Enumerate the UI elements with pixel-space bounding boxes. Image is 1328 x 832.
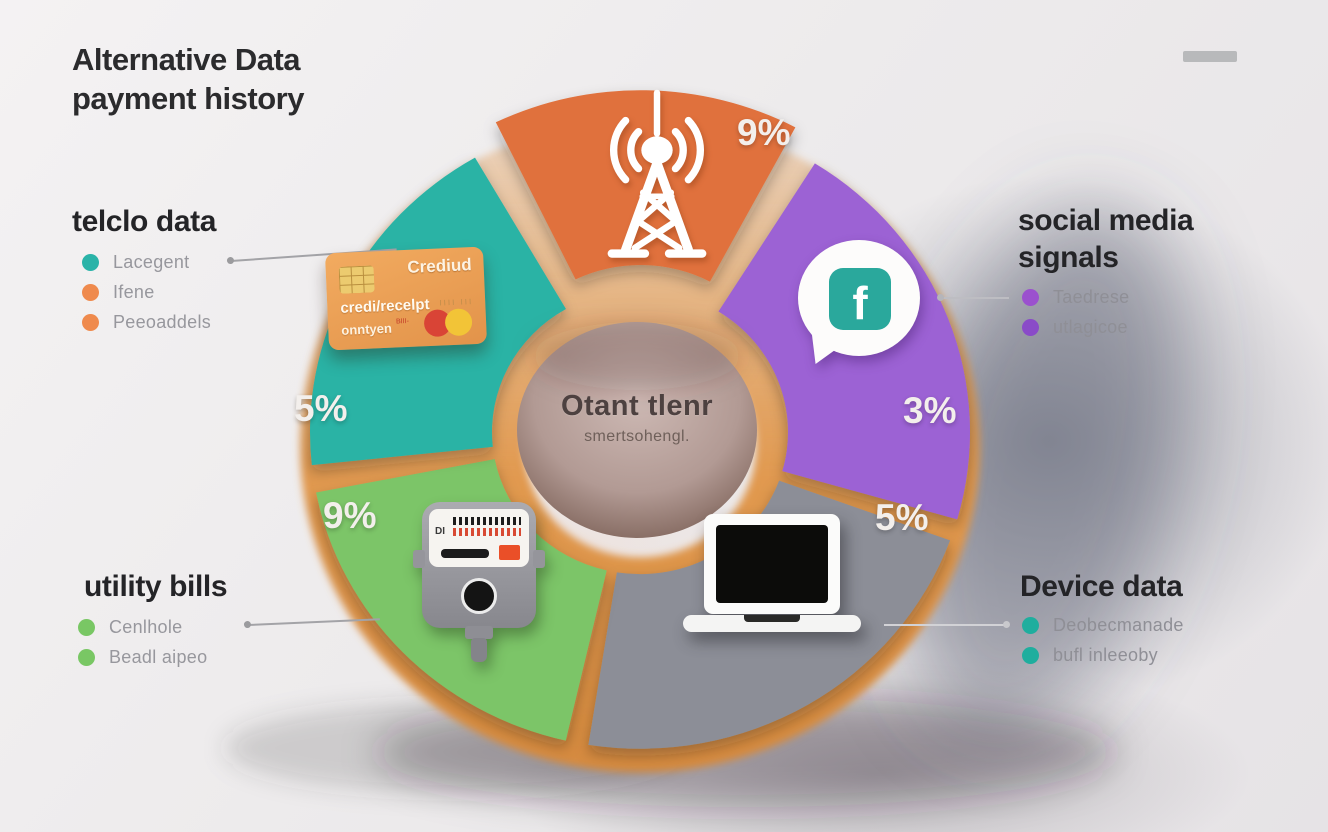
legend-label: bufl inleeoby	[1053, 645, 1158, 665]
legend-dot-purple	[1022, 319, 1039, 336]
legend-social: Taedrese utlagicoe	[1022, 287, 1130, 337]
facebook-icon: f	[798, 240, 924, 371]
heading-social-line2: signals	[1018, 241, 1119, 274]
connector-utility	[243, 618, 380, 629]
laptop-notch	[744, 615, 800, 622]
legend-label: Cenlhole	[109, 617, 183, 637]
legend-dot-green	[78, 619, 95, 636]
legend-item: Beadl aipeo	[78, 647, 208, 667]
legend-dot-teal	[82, 254, 99, 271]
legend-label: Deobecmanade	[1053, 615, 1184, 635]
legend-item: Taedrese	[1022, 287, 1130, 307]
legend-label: Lacegent	[113, 252, 190, 272]
legend-device: Deobecmanade bufl inleeoby	[1022, 615, 1184, 665]
legend-item: bufl inleeoby	[1022, 645, 1184, 665]
heading-telco-data: telclo data	[72, 205, 216, 238]
meter-display-label: DI	[435, 526, 445, 537]
legend-item: utlagicoe	[1022, 317, 1129, 337]
meter-nozzle	[465, 626, 493, 639]
legend-utility: Cenlhole Beadl aipeo	[78, 617, 208, 667]
legend-label: Taedrese	[1053, 287, 1130, 307]
segment-value-green: 9%	[323, 495, 377, 536]
meter-tab-right	[533, 550, 545, 568]
legend-label: Ifene	[113, 282, 155, 302]
laptop-icon	[683, 514, 861, 636]
donut-center-label: Otant tlenr smertsohengl.	[517, 390, 757, 446]
segment-value-teal: 5%	[294, 388, 348, 429]
legend-telco: Lacegent Ifene Peeoaddels	[82, 252, 212, 332]
meter-ticks-black	[453, 517, 521, 525]
card-brand: Crediud	[406, 255, 472, 277]
meter-black-bar	[441, 549, 489, 558]
laptop-display	[716, 525, 828, 603]
meter-display: DI	[429, 509, 529, 567]
heading-device-data: Device data	[1020, 570, 1183, 603]
card-chip	[338, 265, 375, 294]
mastercard-yellow-circle	[444, 308, 473, 337]
card-number: IIII III	[439, 297, 474, 308]
radio-tower-icon	[607, 89, 707, 258]
legend-item: Deobecmanade	[1022, 615, 1184, 635]
center-subtitle: smertsohengl.	[584, 428, 690, 445]
facebook-logo: f	[829, 268, 891, 330]
meter-tab-left	[413, 550, 425, 568]
card-line2: onntyen	[341, 320, 393, 338]
meter-dial	[461, 578, 497, 614]
window-dash	[1183, 51, 1237, 62]
credit-card-icon: Crediud credi/recelpt onntyen IIII III B…	[324, 246, 488, 351]
mastercard-icon	[423, 308, 473, 338]
facebook-f-glyph: f	[852, 277, 868, 329]
page-title-line2: payment history	[72, 81, 304, 116]
legend-item: Cenlhole	[78, 617, 207, 637]
connector-dot	[243, 620, 252, 629]
legend-dot-teal	[1022, 617, 1039, 634]
legend-item: Peeoaddels	[82, 312, 212, 332]
legend-dot-teal	[1022, 647, 1039, 664]
meter-body: DI	[413, 502, 545, 628]
heading-social-media-signals: social media signals	[1018, 202, 1194, 276]
connector-device	[884, 621, 1010, 628]
legend-dot-orange	[82, 284, 99, 301]
page-title-line1: Alternative Data	[72, 42, 301, 77]
laptop-screen	[704, 514, 840, 614]
legend-dot-green	[78, 649, 95, 666]
meter-pipe	[471, 638, 487, 662]
segment-laptop	[588, 480, 951, 749]
legend-dot-orange	[82, 314, 99, 331]
legend-label: utlagicoe	[1053, 317, 1128, 337]
right-wall-shadow	[902, 206, 1188, 734]
connector-dot	[226, 256, 235, 265]
card-line1: credi/recelpt	[339, 295, 430, 317]
legend-label: Peeoaddels	[113, 312, 212, 332]
hole-inner-shadow	[533, 322, 741, 390]
legend-label: Beadl aipeo	[109, 647, 208, 667]
meter-red-square	[499, 545, 520, 560]
heading-social-line1: social media	[1018, 204, 1194, 237]
laptop-base	[683, 615, 861, 632]
meter-ticks-red	[453, 528, 521, 536]
page-title: Alternative Data payment history	[72, 40, 304, 118]
card-fineprint: BIII-	[395, 317, 409, 326]
legend-item: Ifene	[82, 282, 211, 302]
segment-value-purple: 3%	[903, 390, 957, 431]
connector-dot	[1003, 621, 1010, 628]
heading-utility-bills: utility bills	[84, 570, 228, 603]
segment-value-gray: 5%	[875, 497, 929, 538]
connector-dot	[937, 294, 944, 301]
connector-social	[937, 294, 1009, 301]
legend-item: Lacegent	[82, 252, 211, 272]
center-title: Otant tlenr	[560, 390, 714, 422]
legend-dot-purple	[1022, 289, 1039, 306]
segment-value-orange: 9%	[737, 112, 791, 153]
utility-meter-icon: DI	[413, 502, 545, 674]
